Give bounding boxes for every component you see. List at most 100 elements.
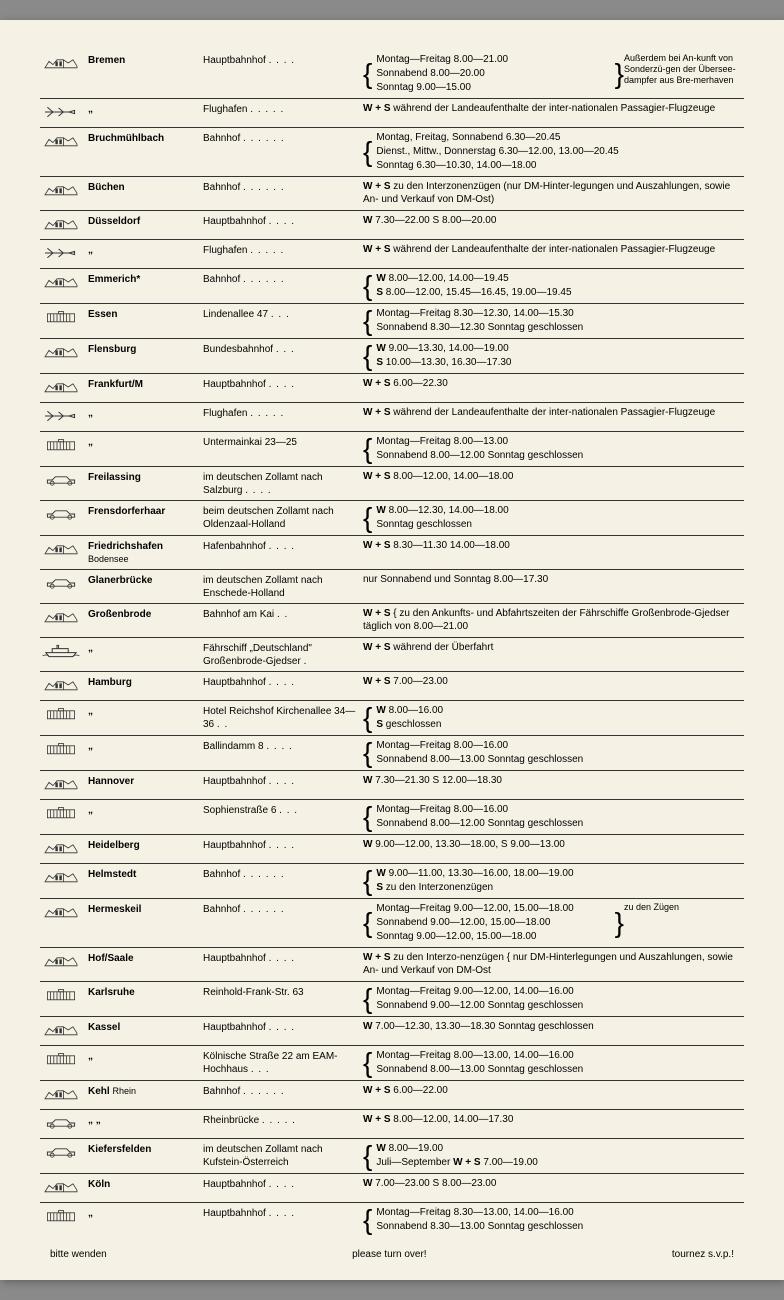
city-name: Karlsruhe xyxy=(88,985,203,999)
hours: W + S 7.00—23.00 xyxy=(363,675,744,689)
hours: W + S 6.00—22.00 xyxy=(363,1084,744,1098)
hours: {Montag—Freitag 8.00—21.00Sonnabend 8.00… xyxy=(363,53,744,95)
entry-row: KasselHauptbahnhof . . . .W 7.00—12.30, … xyxy=(40,1016,744,1045)
hours-text: W 7.00—12.30, 13.30—18.30 Sonntag geschl… xyxy=(363,1020,744,1034)
location: Hauptbahnhof . . . . xyxy=(203,214,363,228)
entry-row: Frankfurt/MHauptbahnhof . . . .W + S 6.0… xyxy=(40,373,744,402)
entry-row: HamburgHauptbahnhof . . . .W + S 7.00—23… xyxy=(40,671,744,700)
location: Hafenbahnhof . . . . xyxy=(203,539,363,553)
hours-text: W 8.00—16.00S geschlossen xyxy=(376,704,744,732)
location: Bahnhof . . . . . . xyxy=(203,272,363,286)
city-name: Düsseldorf xyxy=(88,214,203,228)
hours: {W 8.00—19.00Juli—September W + S 7.00—1… xyxy=(363,1142,744,1170)
hours-text: Montag—Freitag 8.00—21.00Sonnabend 8.00—… xyxy=(376,53,610,95)
location: Sophienstraße 6 . . . xyxy=(203,803,363,817)
location: beim deutschen Zollamt nach Oldenzaal-Ho… xyxy=(203,504,363,531)
hours: {W 8.00—12.30, 14.00—18.00Sonntag geschl… xyxy=(363,504,744,532)
location: Hauptbahnhof . . . . xyxy=(203,951,363,965)
entry-row: DüsseldorfHauptbahnhof . . . .W 7.30—22.… xyxy=(40,210,744,239)
hours-text: W 7.30—22.00 S 8.00—20.00 xyxy=(363,214,744,228)
plane-icon xyxy=(40,406,88,428)
city-name: Glanerbrücke xyxy=(88,573,203,587)
hours-text: W 7.30—21.30 S 12.00—18.30 xyxy=(363,774,744,788)
hours: {Montag—Freitag 8.00—16.00Sonnabend 8.00… xyxy=(363,739,744,767)
hours: W 7.00—12.30, 13.30—18.30 Sonntag geschl… xyxy=(363,1020,744,1034)
entry-row: „Flughafen . . . . .W + S während der La… xyxy=(40,402,744,431)
hours: W + S 6.00—22.30 xyxy=(363,377,744,391)
city-name: Kehl Rhein xyxy=(88,1084,203,1098)
brace-right: } xyxy=(615,63,624,85)
location: Hauptbahnhof . . . . xyxy=(203,377,363,391)
entry-row: „ „Rheinbrücke . . . . .W + S 8.00—12.00… xyxy=(40,1109,744,1138)
entry-row: „Ballindamm 8 . . . .{Montag—Freitag 8.0… xyxy=(40,735,744,770)
plane-icon xyxy=(40,102,88,124)
entry-row: „Kölnische Straße 22 am EAM-Hochhaus . .… xyxy=(40,1045,744,1080)
building-icon xyxy=(40,774,88,796)
side-note: zu den Zügen xyxy=(624,902,744,944)
location: Hauptbahnhof . . . . xyxy=(203,1177,363,1191)
car-icon xyxy=(40,1113,88,1135)
city-name: „ „ xyxy=(88,1113,203,1127)
hours: {Montag—Freitag 9.00—12.00, 15.00—18.00S… xyxy=(363,902,744,944)
city-name: Bruchmühlbach xyxy=(88,131,203,145)
building-icon xyxy=(40,902,88,924)
city-name: „ xyxy=(88,641,203,655)
hours: {Montag—Freitag 8.30—12.30, 14.00—15.30S… xyxy=(363,307,744,335)
city-name: Büchen xyxy=(88,180,203,194)
hours: W 9.00—12.00, 13.30—18.00, S 9.00—13.00 xyxy=(363,838,744,852)
hours-text: W 9.00—13.30, 14.00—19.00S 10.00—13.30, … xyxy=(376,342,744,370)
city-name: Großenbrode xyxy=(88,607,203,621)
entry-row: KölnHauptbahnhof . . . .W 7.00—23.00 S 8… xyxy=(40,1173,744,1202)
city-name: „ xyxy=(88,243,203,257)
hours-text: W + S 8.00—12.00, 14.00—18.00 xyxy=(363,470,744,484)
entry-row: „Hotel Reichshof Kirchenallee 34—36 . .{… xyxy=(40,700,744,735)
city-name: „ xyxy=(88,406,203,420)
hours: {W 8.00—12.00, 14.00—19.45S 8.00—12.00, … xyxy=(363,272,744,300)
footer-left: bitte wenden xyxy=(50,1249,107,1260)
city-name: Freilassing xyxy=(88,470,203,484)
brace-left: { xyxy=(363,988,372,1010)
hours-text: W + S während der Landeaufenthalte der i… xyxy=(363,406,744,420)
location: Flughafen . . . . . xyxy=(203,243,363,257)
car-icon xyxy=(40,470,88,492)
entry-row: „Flughafen . . . . .W + S während der La… xyxy=(40,98,744,127)
side-note: Außerdem bei An-kunft von Sonderzü-gen d… xyxy=(624,53,744,95)
hours: W + S während der Landeaufenthalte der i… xyxy=(363,102,744,116)
hall-icon xyxy=(40,1049,88,1071)
hours-text: W + S zu den Interzo-nenzügen { nur DM-H… xyxy=(363,951,744,978)
city-name: Bremen xyxy=(88,53,203,67)
entry-row: EssenLindenallee 47 . . .{Montag—Freitag… xyxy=(40,303,744,338)
hours: {Montag—Freitag 8.00—13.00, 14.00—16.00S… xyxy=(363,1049,744,1077)
city-name: „ xyxy=(88,704,203,718)
hours: W 7.30—22.00 S 8.00—20.00 xyxy=(363,214,744,228)
city-name: „ xyxy=(88,435,203,449)
hours-text: Montag—Freitag 8.00—16.00Sonnabend 8.00—… xyxy=(376,739,744,767)
location: Hauptbahnhof . . . . xyxy=(203,675,363,689)
hall-icon xyxy=(40,985,88,1007)
entry-row: Freilassingim deutschen Zollamt nach Sal… xyxy=(40,466,744,500)
building-icon xyxy=(40,1020,88,1042)
location: im deutschen Zollamt nach Salzburg . . .… xyxy=(203,470,363,497)
hours: nur Sonnabend und Sonntag 8.00—17.30 xyxy=(363,573,744,587)
entry-row: FriedrichshafenBodenseeHafenbahnhof . . … xyxy=(40,535,744,569)
city-name: „ xyxy=(88,739,203,753)
building-icon xyxy=(40,838,88,860)
hours: W + S zu den Interzonenzügen (nur DM-Hin… xyxy=(363,180,744,207)
location: Kölnische Straße 22 am EAM-Hochhaus . . … xyxy=(203,1049,363,1076)
hours-text: Montag—Freitag 9.00—12.00, 14.00—16.00So… xyxy=(376,985,744,1013)
city-name: Flensburg xyxy=(88,342,203,356)
hours: {Montag—Freitag 8.00—13.00Sonnabend 8.00… xyxy=(363,435,744,463)
hall-icon xyxy=(40,435,88,457)
hours: W + S 8.30—11.30 14.00—18.00 xyxy=(363,539,744,553)
hours: {W 8.00—16.00S geschlossen xyxy=(363,704,744,732)
hours: {Montag, Freitag, Sonnabend 6.30—20.45Di… xyxy=(363,131,744,173)
location: Untermainkai 23—25 xyxy=(203,435,363,449)
city-name: Hannover xyxy=(88,774,203,788)
location: Hauptbahnhof . . . . xyxy=(203,53,363,67)
location: Bahnhof . . . . . . xyxy=(203,131,363,145)
car-icon xyxy=(40,573,88,595)
building-icon xyxy=(40,377,88,399)
city-name: Kiefersfelden xyxy=(88,1142,203,1156)
brace-left: { xyxy=(363,438,372,460)
entry-row: „Flughafen . . . . .W + S während der La… xyxy=(40,239,744,268)
